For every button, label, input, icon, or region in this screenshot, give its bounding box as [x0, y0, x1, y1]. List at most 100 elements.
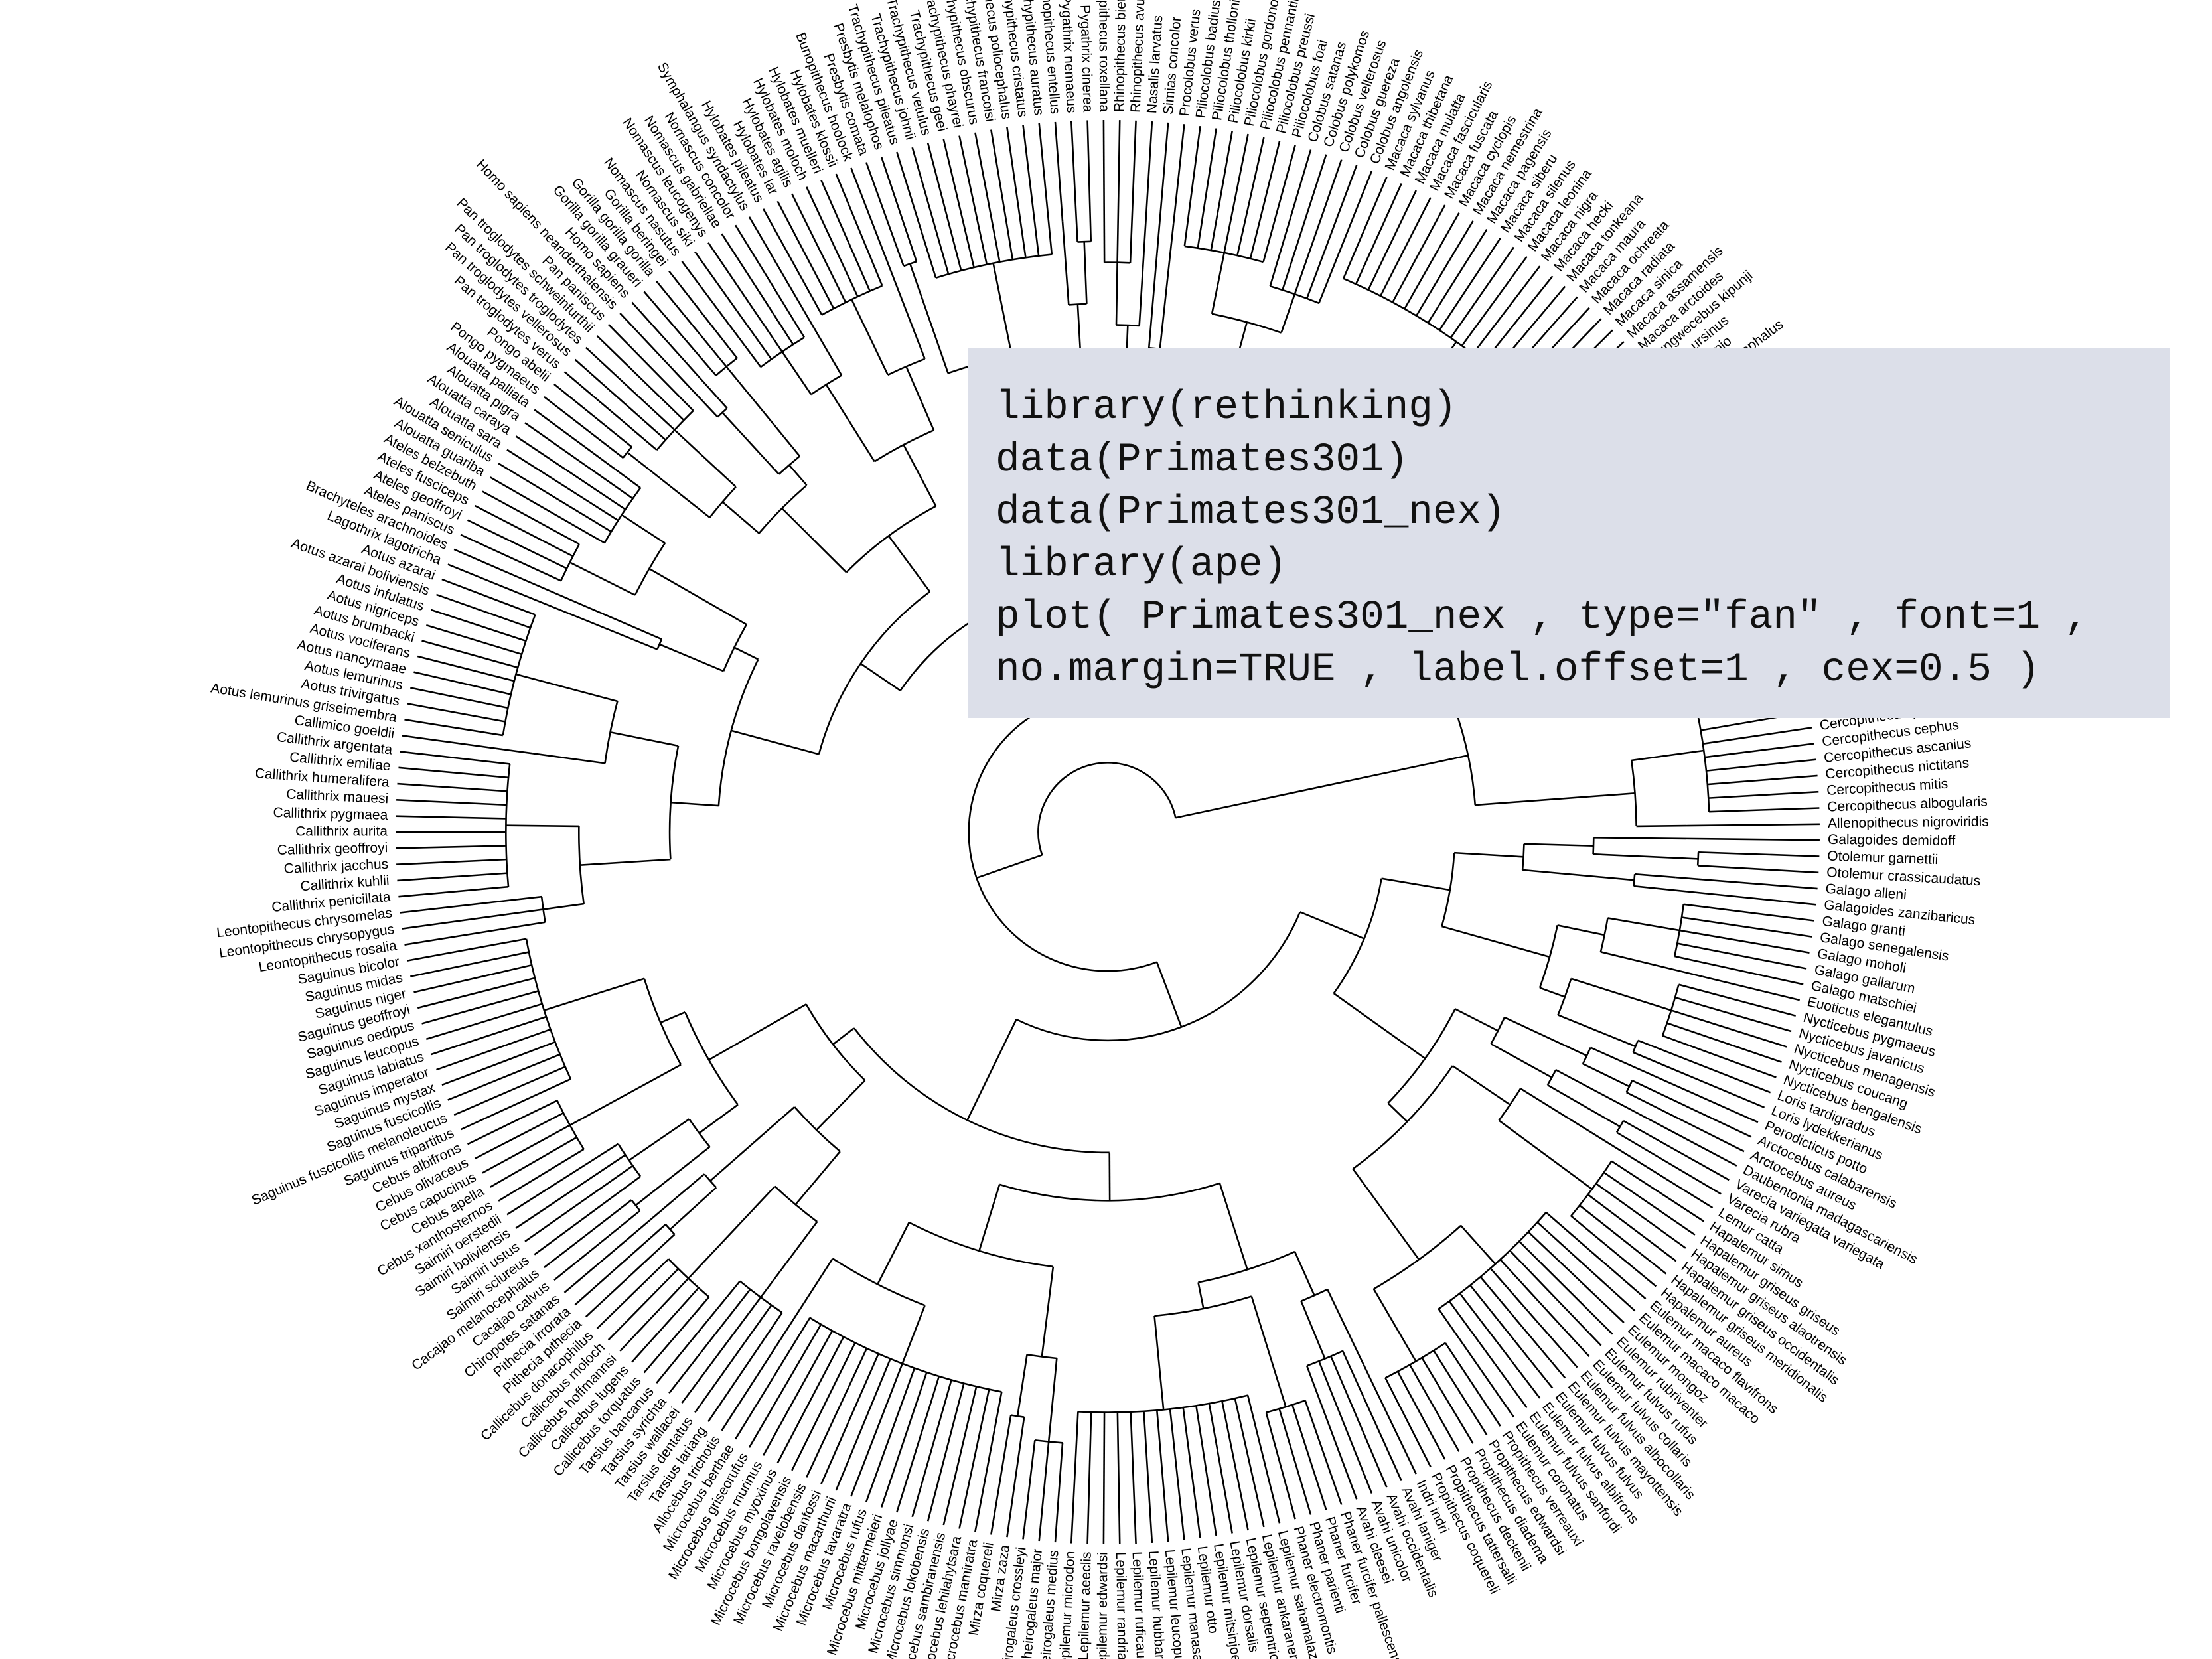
branch: [402, 735, 533, 755]
branch: [596, 335, 685, 421]
branch: [1396, 1371, 1446, 1460]
branch: [1156, 122, 1169, 254]
branch: [1265, 1412, 1296, 1520]
branch: [734, 224, 805, 338]
tip-label: Rhinopithecus bieti: [1112, 0, 1129, 112]
branch: [1683, 903, 1814, 922]
branch: [731, 729, 820, 755]
branch: [1218, 1183, 1248, 1270]
branch: [1138, 231, 1146, 326]
code-line: library(ape): [995, 542, 1288, 588]
branch: [532, 753, 605, 764]
branch: [1706, 758, 1816, 772]
branch: [1637, 1039, 1771, 1094]
branch: [1147, 253, 1158, 348]
branch: [1293, 1251, 1315, 1296]
branch: [1144, 121, 1153, 232]
branch: [1558, 1014, 1636, 1048]
branch: [835, 1358, 891, 1491]
branch: [1460, 1225, 1497, 1265]
branch: [1343, 177, 1388, 279]
branch: [619, 313, 719, 418]
branch: [1681, 916, 1812, 938]
branch: [1454, 851, 1524, 858]
branch: [543, 902, 584, 910]
branch: [660, 1011, 686, 1024]
branch: [820, 1353, 879, 1484]
tip-label: Otolemur garnettii: [1827, 848, 1939, 867]
branch: [656, 1280, 741, 1384]
branch: [1291, 1404, 1327, 1510]
branch: [621, 514, 666, 544]
branch: [1504, 1016, 1587, 1057]
branch: [681, 261, 762, 368]
tip-label: Allenopithecus nigroviridis: [1828, 814, 1989, 831]
branch: [1633, 885, 1707, 895]
branch: [544, 396, 624, 459]
branch: [835, 173, 883, 287]
branch: [619, 1277, 690, 1352]
branch: [1054, 121, 1064, 222]
branch: [1557, 924, 1605, 936]
branch: [1433, 1350, 1488, 1435]
branch: [1305, 1365, 1358, 1500]
branch: [1047, 1358, 1058, 1442]
branch: [1626, 1091, 1745, 1153]
branch: [694, 1304, 773, 1413]
branch: [524, 1165, 634, 1242]
branch: [1249, 141, 1281, 259]
branch: [1720, 838, 1820, 841]
branch: [1223, 133, 1249, 253]
branch: [1449, 246, 1514, 338]
branch: [607, 1268, 679, 1341]
branch: [421, 640, 518, 669]
branch: [774, 1185, 818, 1223]
branch: [668, 1258, 710, 1298]
branch: [1061, 221, 1070, 305]
branch: [1479, 1276, 1566, 1379]
branch: [1246, 1395, 1281, 1524]
branch: [1416, 220, 1474, 317]
branch: [942, 139, 975, 268]
branch: [1156, 1410, 1169, 1542]
branch: [1679, 929, 1810, 954]
branch: [763, 208, 823, 316]
branch: [490, 476, 605, 544]
branch: [1427, 229, 1488, 324]
branch: [805, 1003, 866, 1081]
branch: [574, 1224, 666, 1306]
branch: [942, 1386, 978, 1526]
branch: [410, 951, 530, 977]
branch: [1593, 853, 1698, 860]
branch: [1490, 1017, 1506, 1045]
branch: [396, 815, 506, 820]
branch: [1155, 962, 1183, 1027]
branch: [1010, 1414, 1025, 1418]
branch: [1236, 137, 1265, 256]
branch: [748, 216, 800, 304]
branch: [966, 1019, 1017, 1121]
branch: [563, 371, 658, 451]
branch: [482, 1124, 571, 1174]
branch: [1172, 124, 1185, 224]
branch: [880, 1372, 928, 1508]
branch: [1175, 755, 1469, 819]
branch: [628, 1118, 690, 1161]
branch: [1469, 1285, 1554, 1389]
branch: [1086, 1412, 1092, 1544]
branch: [1593, 837, 1720, 840]
branch: [1631, 1080, 1752, 1138]
branch: [563, 1200, 674, 1293]
branch: [569, 561, 636, 596]
branch: [1702, 975, 1801, 1001]
branch: [1269, 149, 1312, 287]
branch: [1300, 1301, 1326, 1360]
branch: [1409, 1364, 1460, 1452]
branch: [1498, 1088, 1522, 1121]
branch: [631, 1287, 700, 1363]
branch: [410, 687, 508, 709]
branch: [860, 662, 901, 691]
branch: [850, 167, 903, 301]
branch: [1197, 128, 1217, 249]
branch: [447, 1053, 561, 1101]
